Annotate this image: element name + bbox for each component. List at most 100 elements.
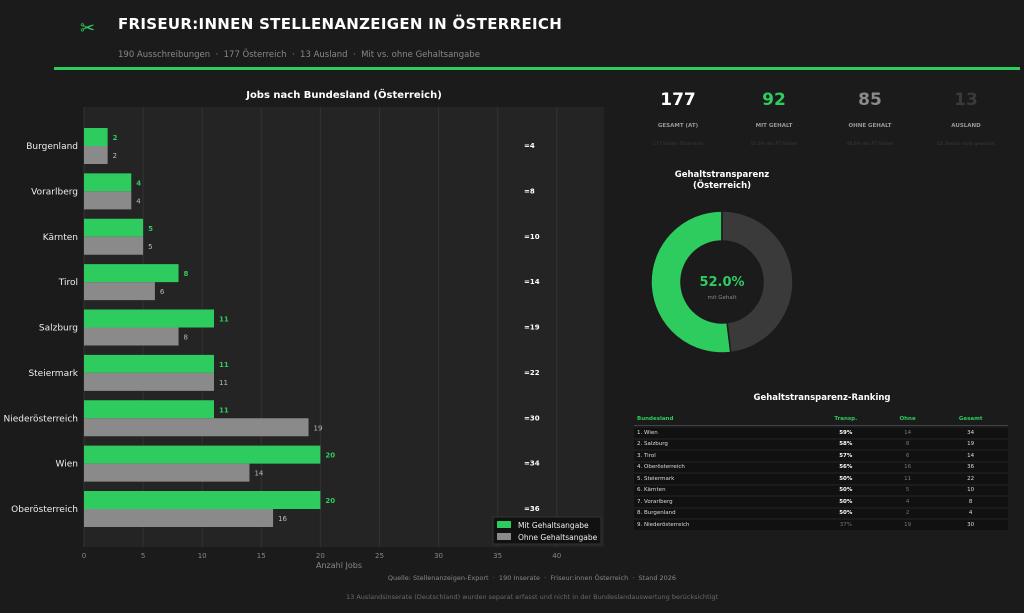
table-cell: 30 [933,520,1008,530]
donut-chart: 52.0% mit Gehalt [650,210,794,354]
bar-mit [84,128,108,146]
kpi-value: 13 [954,90,978,110]
ranking-title: Gehaltstransparenz-Ranking [753,393,891,403]
kpi-sub: 48.0% der AT Stellen [846,142,894,147]
kpi-card: 85 OHNE GEHALT 48.0% der AT Stellen [822,90,918,147]
kpi-label: AUSLAND [951,123,981,129]
x-tick-label: 0 [82,552,86,560]
x-tick-label: 5 [141,552,145,560]
legend-swatch [497,533,511,540]
total-label: =19 [524,324,540,332]
table-cell: 10 [933,485,1008,495]
bar-value-label: 11 [219,361,229,369]
bar-ohne [84,191,132,210]
table-cell: 19 [933,439,1008,449]
total-label: =10 [524,233,540,241]
total-label: =34 [524,460,540,468]
category-label: Kärnten [43,233,78,243]
bar-mit [84,264,179,283]
category-label: Burgenland [26,142,78,152]
kpi-card: 92 MIT GEHALT 52.0% der AT Stellen [726,90,822,147]
category-label: Steiermark [28,369,78,379]
table-cell: 56% [809,462,882,472]
total-label: =14 [524,278,540,286]
bar-value-label: 14 [254,470,263,478]
page-title: FRISEUR:INNEN STELLENANZEIGEN IN ÖSTERRE… [118,15,563,33]
bar-value-label: 16 [278,515,287,523]
kpi-label: OHNE GEHALT [848,123,892,129]
category-label: Wien [56,460,78,470]
footer-source: Quelle: Stellenanzeigen-Export · 190 Ins… [387,574,677,582]
ranking-header: Bundesland [634,412,810,426]
kpi-value: 177 [660,90,696,110]
kpi-sub: DE Stellen nicht gewertet [937,142,995,147]
scissors-icon: ✂ [80,18,96,39]
table-cell: 50% [809,497,882,507]
category-label: Salzburg [39,324,78,334]
bar-value-label: 5 [148,243,152,251]
table-cell: 5 [881,485,934,495]
bar-ohne [84,236,144,255]
category-label: Niederösterreich [3,414,78,424]
bar-ohne [84,463,250,482]
bar-value-label: 2 [113,134,118,142]
ranking-header: Ohne [881,412,934,426]
table-cell: 8. Burgenland [634,508,810,518]
bar-mit [84,218,144,237]
kpi-value: 85 [858,90,882,110]
donut-center-value: 52.0% [699,275,744,290]
total-label: =30 [524,414,540,422]
table-cell: 4. Oberösterreich [634,462,810,472]
bar-value-label: 4 [136,197,141,205]
total-label: =36 [524,505,540,513]
x-tick-label: 30 [434,552,443,560]
total-label: =8 [524,187,535,195]
table-row: 2. Salzburg 58% 8 19 [634,439,1008,449]
table-cell: 14 [933,451,1008,461]
bar-ohne [84,282,155,301]
page-subtitle: 190 Ausschreibungen · 177 Österreich · 1… [118,50,480,60]
table-cell: 2 [881,508,934,518]
table-cell: 6 [881,451,934,461]
bar-value-label: 20 [325,497,335,505]
table-cell: 7. Vorarlberg [634,497,810,507]
bar-value-label: 20 [325,452,335,460]
table-row: 1. Wien 59% 14 34 [634,428,1008,438]
bar-ohne [84,418,309,437]
table-row: 6. Kärnten 50% 5 10 [634,485,1008,495]
table-row: 5. Steiermark 50% 11 22 [634,474,1008,484]
ranking-table: Bundesland Transp. Ohne Gesamt 1. Wien 59% 14 3… [634,410,1008,532]
footer-note: 13 Auslandsinserate (Deutschland) wurden… [345,593,718,601]
bar-ohne [84,327,179,346]
table-cell: 57% [809,451,882,461]
table-cell: 19 [881,520,934,530]
total-label: =4 [524,142,535,150]
x-tick-label: 20 [316,552,325,560]
table-cell: 59% [809,428,882,438]
bar-chart-title: Jobs nach Bundesland (Österreich) [246,90,442,101]
table-cell: 2. Salzburg [634,439,810,449]
total-label: =22 [524,369,540,377]
category-label: Tirol [58,278,78,288]
table-cell: 14 [881,428,934,438]
donut-center-label: mit Gehalt [708,295,738,301]
table-cell: 50% [809,485,882,495]
x-tick-label: 15 [257,552,266,560]
table-cell: 22 [933,474,1008,484]
donut-slice [721,210,794,354]
table-cell: 3. Tirol [634,451,810,461]
table-cell: 11 [881,474,934,484]
bar-value-label: 19 [314,424,323,432]
table-cell: 4 [933,508,1008,518]
bar-ohne [84,146,108,164]
bar-value-label: 11 [219,406,229,414]
table-cell: 1. Wien [634,428,810,438]
bar-value-label: 8 [184,270,189,278]
kpi-sub: 52.0% der AT Stellen [750,142,798,147]
bar-mit [84,354,214,373]
category-label: Vorarlberg [31,187,78,197]
table-cell: 9. Niederösterreich [634,520,810,530]
header-divider [54,67,1020,70]
ranking-header: Gesamt [933,412,1008,426]
bar-value-label: 4 [136,179,141,187]
